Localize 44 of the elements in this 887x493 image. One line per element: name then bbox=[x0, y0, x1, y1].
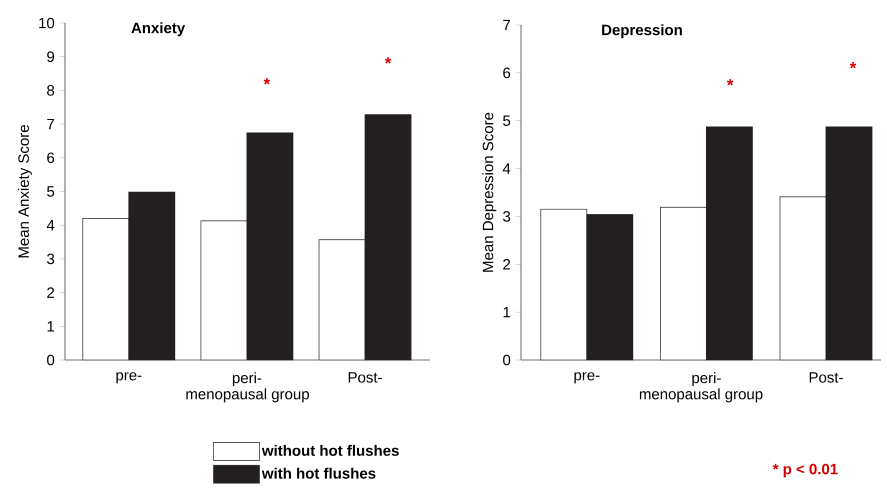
x-tick-label: Post- bbox=[810, 372, 843, 383]
bar bbox=[364, 114, 412, 360]
y-tick-label: 8 bbox=[47, 85, 54, 96]
y-tick-label: 1 bbox=[48, 321, 54, 332]
x-tick-label: peri- bbox=[692, 372, 721, 386]
annotation: * bbox=[726, 79, 734, 86]
x-tick-label: Post- bbox=[348, 372, 382, 383]
bar bbox=[586, 214, 634, 360]
y-tick-label: 1 bbox=[504, 306, 510, 318]
y-tick-label: 6 bbox=[47, 152, 54, 164]
legend-label: without hot flushes bbox=[262, 444, 399, 456]
y-tick-label: 6 bbox=[503, 68, 510, 78]
y-tick-label: 0 bbox=[47, 354, 54, 366]
text: * p < 0.01 bbox=[772, 464, 838, 478]
y-tick-label: 2 bbox=[503, 259, 510, 270]
y-tick-label: 4 bbox=[46, 220, 54, 230]
y-tick-label: 0 bbox=[503, 354, 510, 366]
x-tick-label: pre- bbox=[116, 372, 142, 384]
annotation: * bbox=[264, 78, 270, 84]
annotation: * bbox=[384, 57, 392, 64]
y-tick-label: 9 bbox=[47, 51, 54, 62]
x-tick-label: peri- bbox=[232, 372, 262, 386]
y-tick-label: 7 bbox=[503, 20, 510, 30]
y-axis-title: Mean Anxiety Score bbox=[18, 125, 32, 258]
y-tick-label: 7 bbox=[47, 118, 54, 130]
y-tick-label: 5 bbox=[503, 115, 510, 126]
bar bbox=[128, 192, 176, 360]
annotation: * bbox=[850, 62, 856, 68]
bar bbox=[246, 132, 294, 360]
chart-title: Anxiety bbox=[131, 22, 186, 36]
chart-title: Depression bbox=[602, 24, 682, 38]
bar bbox=[706, 126, 753, 360]
y-tick-label: 10 bbox=[39, 18, 54, 28]
y-tick-label: 2 bbox=[47, 287, 54, 298]
y-tick-label: 3 bbox=[47, 254, 54, 264]
legend-label: with hot flushes bbox=[262, 468, 376, 479]
y-tick-label: 3 bbox=[503, 211, 510, 222]
x-axis-title: menopausal group bbox=[186, 388, 309, 402]
x-tick-label: pre- bbox=[574, 372, 600, 384]
y-axis-title: Mean Depression Score bbox=[482, 112, 496, 272]
y-tick-label: 4 bbox=[502, 163, 510, 174]
y-tick-label: 5 bbox=[47, 186, 54, 197]
bar bbox=[826, 126, 872, 360]
x-axis-title: menopausal group bbox=[640, 388, 762, 402]
